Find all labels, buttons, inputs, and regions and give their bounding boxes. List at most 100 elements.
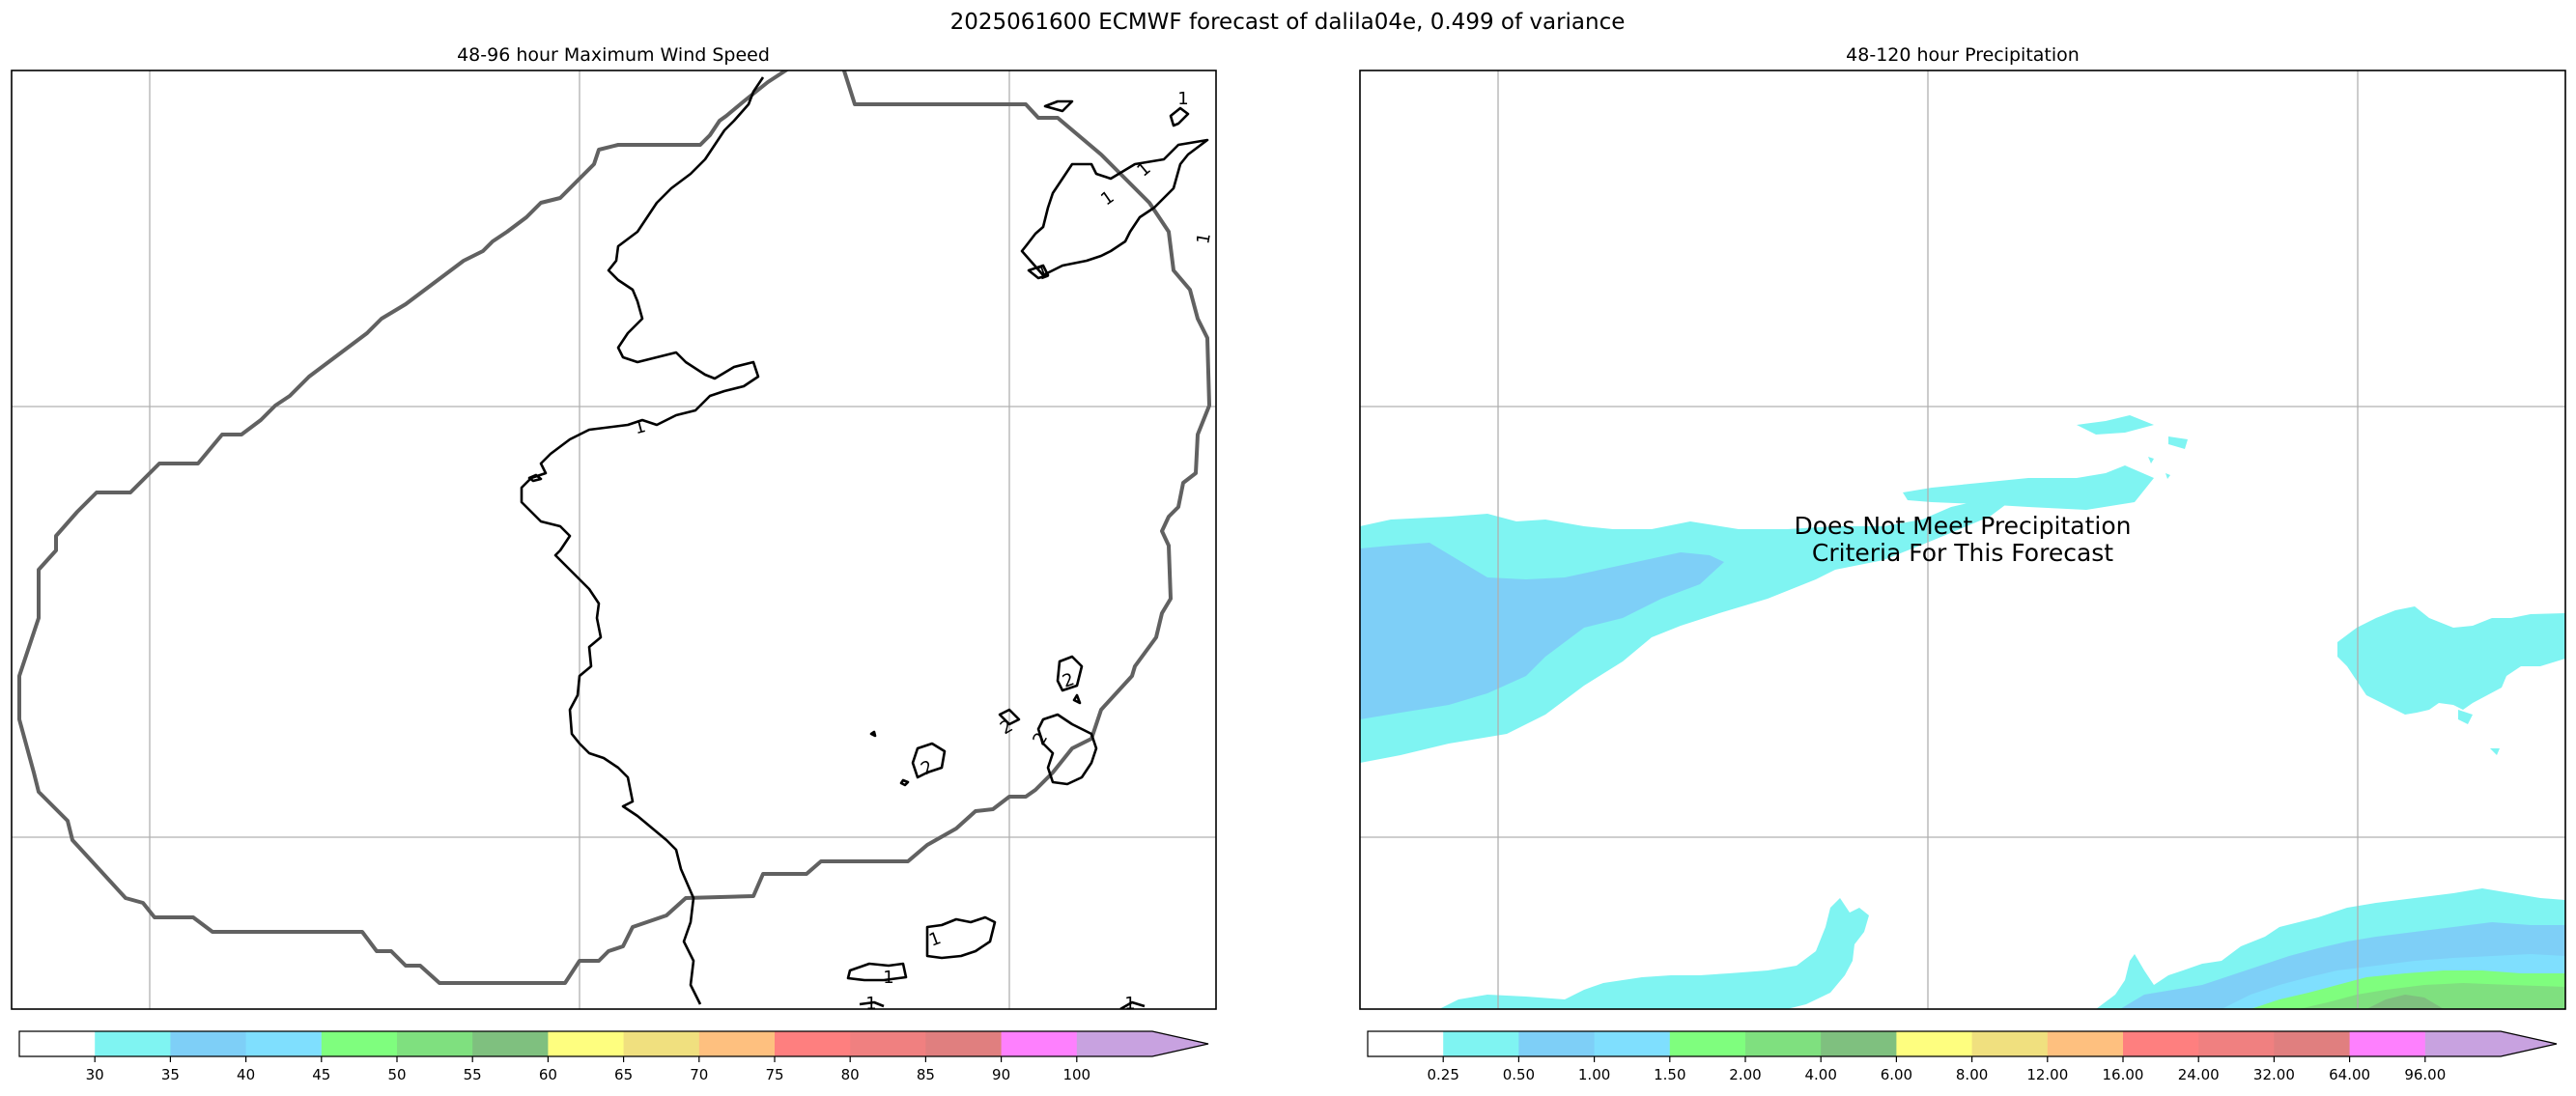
contour-label: 1 — [1097, 187, 1118, 211]
wind-contour-ne1 — [1043, 99, 1074, 113]
wind-colorbar-segment — [775, 1031, 851, 1056]
precip-colorbar-tick-label: 4.00 — [1804, 1066, 1836, 1083]
wind-contour-main — [520, 76, 765, 1005]
precip-colorbar-tick-label: 6.00 — [1881, 1066, 1912, 1083]
precip-colorbar-segment — [2123, 1031, 2199, 1056]
forecast-cone-outline — [17, 70, 1211, 985]
wind-colorbar-tick-label: 50 — [387, 1066, 406, 1083]
contour-label: 1 — [883, 968, 893, 988]
precip-patch-n2 — [2168, 436, 2188, 449]
wind-colorbar-segment — [925, 1031, 1003, 1056]
precip-patch-n1 — [2077, 415, 2154, 435]
wind-contour-se6 — [899, 778, 910, 787]
wind-colorbar-segment — [1076, 1031, 1153, 1056]
wind-contour-tiny — [869, 730, 877, 738]
wind-colorbar-tick-label: 70 — [690, 1066, 708, 1083]
wind-contour-small — [527, 473, 543, 483]
wind-colorbar-tick-label: 100 — [1062, 1066, 1090, 1083]
precip-colorbar-segment — [1669, 1031, 1746, 1056]
wind-colorbar-tick-label: 55 — [464, 1066, 482, 1083]
wind-colorbar-segment — [850, 1031, 926, 1056]
precip-plot-frame — [1359, 70, 2566, 1010]
precip-colorbar-segment — [2047, 1031, 2124, 1056]
precip-colorbar-segment — [1443, 1031, 1519, 1056]
precip-colorbar-segment — [1896, 1031, 1973, 1056]
precip-colorbar-segment — [1971, 1031, 2049, 1056]
precip-colorbar-segment — [2198, 1031, 2275, 1056]
wind-colorbar-segment — [548, 1031, 625, 1056]
precip-band-south-light — [1439, 898, 1869, 1009]
precip-colorbar-segment — [2274, 1031, 2351, 1056]
precip-gridlines — [1360, 70, 2565, 1009]
wind-contour-s2 — [846, 962, 908, 982]
precip-colorbar-tick-label: 0.25 — [1427, 1066, 1458, 1083]
wind-colorbar-tick-label: 80 — [841, 1066, 860, 1083]
wind-colorbar-outline — [18, 1030, 1209, 1057]
wind-contour-s1 — [925, 915, 997, 960]
wind-colorbar-tick-label: 75 — [765, 1066, 783, 1083]
wind-contour-ne3 — [1169, 106, 1190, 127]
precip-panel-title: 48-120 hour Precipitation — [1846, 44, 2080, 66]
wind-contour-lines — [520, 76, 1209, 1009]
wind-panel-title: 48-96 hour Maximum Wind Speed — [457, 44, 770, 66]
wind-contour-se4 — [1036, 713, 1098, 786]
contour-label: 1 — [865, 994, 876, 1014]
wind-contour-se3 — [998, 708, 1021, 726]
precip-annotation-line2: Criteria For This Forecast — [1812, 539, 2113, 567]
wind-contour-ne2 — [1020, 138, 1209, 277]
wind-colorbar-tick-label: 85 — [917, 1066, 935, 1083]
wind-colorbar-segment — [19, 1031, 96, 1056]
wind-colorbar-tick-label: 60 — [539, 1066, 557, 1083]
precip-colorbar-segment — [1518, 1031, 1596, 1056]
precip-patch-mid — [1903, 465, 2154, 510]
precip-filled-regions — [1360, 415, 2565, 1009]
precip-colorbar-segment — [1368, 1031, 1444, 1056]
wind-colorbar-segment — [170, 1031, 247, 1056]
contour-label: 1 — [1177, 89, 1188, 109]
precip-colorbar-tick-label: 32.00 — [2253, 1066, 2295, 1083]
wind-contour-se1 — [1056, 655, 1084, 692]
wind-colorbar-tick-label: 65 — [614, 1066, 633, 1083]
wind-colorbar-extend-arrow — [1152, 1031, 1208, 1056]
precip-colorbar-segment — [1594, 1031, 1671, 1056]
wind-colorbar-segment — [698, 1031, 776, 1056]
wind-contour-labels: 1 1 1 1 1 1 1 2 2 2 2 1 1 1 — [632, 89, 1215, 1014]
precip-colorbar: 0.25 0.50 1.00 1.50 2.00 4.00 6.00 8.00 12.00 16.… — [1367, 1030, 2558, 1083]
precip-band-west-blue — [1360, 543, 1724, 719]
precip-patch-n4 — [2166, 473, 2170, 479]
wind-contour-ne4 — [1027, 264, 1050, 280]
precip-colorbar-outline — [1367, 1030, 2558, 1057]
wind-colorbar-segment — [245, 1031, 323, 1056]
wind-colorbar-tick-label: 40 — [237, 1066, 255, 1083]
precip-band-southeast-midgreen — [2299, 983, 2565, 1009]
wind-colorbar-tick-label: 35 — [161, 1066, 180, 1083]
wind-contour-s4 — [1119, 1000, 1146, 1009]
figure-suptitle: 2025061600 ECMWF forecast of dalila04e, … — [950, 10, 1626, 35]
wind-colorbar-segment — [321, 1031, 398, 1056]
contour-label: 2 — [997, 716, 1016, 739]
wind-colorbar: 30 35 40 45 50 55 60 65 70 75 80 85 90 100 — [18, 1030, 1209, 1083]
precip-colorbar-segment — [1821, 1031, 1897, 1056]
wind-colorbar-tick-label: 90 — [992, 1066, 1010, 1083]
precip-colorbar-tick-label: 1.00 — [1578, 1066, 1610, 1083]
precip-colorbar-tick-label: 0.50 — [1503, 1066, 1535, 1083]
precip-colorbar-extend-arrow — [2501, 1031, 2557, 1056]
contour-label: 1 — [632, 416, 647, 438]
precip-band-west-light — [1360, 500, 2009, 763]
precip-patch-east-dot — [2490, 748, 2500, 755]
wind-gridlines — [12, 70, 1216, 1009]
wind-colorbar-tick-label: 30 — [86, 1066, 104, 1083]
precip-colorbar-tick-label: 24.00 — [2178, 1066, 2220, 1083]
precip-colorbar-tick-label: 1.50 — [1654, 1066, 1685, 1083]
wind-colorbar-segment — [623, 1031, 700, 1056]
wind-colorbar-segment — [95, 1031, 171, 1056]
precip-panel: 48-120 hour Precipitation — [1359, 44, 2566, 1083]
precip-colorbar-tick-label: 64.00 — [2329, 1066, 2370, 1083]
precip-colorbar-tick-label: 16.00 — [2103, 1066, 2144, 1083]
precip-colorbar-segment — [2349, 1031, 2426, 1056]
precip-colorbar-tick-label: 2.00 — [1729, 1066, 1761, 1083]
wind-contour-s3 — [859, 1000, 885, 1008]
wind-colorbar-segment — [397, 1031, 473, 1056]
contour-label: 1 — [1124, 994, 1135, 1014]
